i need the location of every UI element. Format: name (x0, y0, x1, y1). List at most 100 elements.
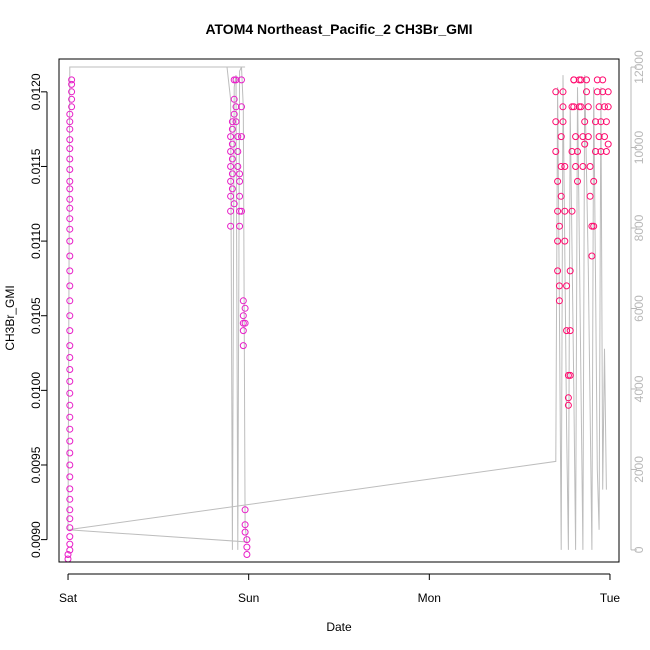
data-point (579, 133, 587, 141)
y-left-tick-label: 0.0105 (29, 297, 43, 334)
data-point (238, 133, 245, 141)
data-point (564, 394, 572, 402)
data-point (66, 204, 74, 212)
data-point (581, 140, 589, 148)
data-point (66, 225, 74, 233)
data-point (234, 148, 242, 155)
data-point (227, 177, 235, 185)
chart-title: ATOM4 Northeast_Pacific_2 CH3Br_GMI (205, 21, 472, 37)
data-point (586, 192, 594, 200)
data-point (588, 252, 596, 260)
data-point (236, 177, 244, 185)
y-left-tick-label: 0.0095 (29, 446, 43, 483)
data-point (568, 207, 576, 215)
y-axis-left: 0.0090 0.0095 0.0100 0.0105 0.0110 0.0115 0.01… (29, 73, 48, 558)
x-axis: Sat Sun Mon Tue (59, 573, 620, 605)
data-point (561, 207, 569, 215)
data-point (566, 327, 574, 335)
data-point (561, 163, 569, 170)
data-point (561, 237, 569, 245)
data-point (66, 485, 74, 493)
data-point (66, 524, 74, 532)
data-point (227, 222, 235, 230)
data-point (66, 125, 74, 133)
data-point (557, 163, 565, 170)
plot-frame (58, 58, 620, 563)
data-point (66, 327, 74, 335)
data-point (66, 237, 74, 245)
data-point (238, 103, 245, 111)
data-point (557, 133, 565, 141)
data-point (241, 506, 249, 514)
y-right-tick-label: 8000 (632, 214, 646, 241)
y-left-tick-label: 0.0100 (29, 372, 43, 409)
data-point (566, 267, 574, 275)
data-point (227, 148, 235, 155)
data-point (604, 103, 612, 111)
data-point (228, 155, 236, 163)
data-point (228, 140, 236, 148)
data-point (66, 495, 74, 503)
x-axis-label: Date (326, 620, 352, 634)
data-point (593, 76, 601, 84)
data-point (68, 88, 76, 96)
data-point (66, 449, 74, 457)
data-point (228, 185, 236, 193)
data-point (552, 118, 560, 126)
data-point (236, 170, 244, 178)
data-point (552, 88, 560, 96)
data-point (604, 140, 612, 148)
data-points (64, 76, 612, 563)
data-point (236, 222, 244, 230)
data-point (555, 222, 563, 230)
data-point (243, 551, 251, 558)
data-point (592, 148, 599, 155)
data-point (554, 177, 562, 185)
data-point (66, 354, 74, 361)
y-left-tick-label: 0.0110 (29, 223, 43, 259)
altitude-line (67, 66, 607, 550)
data-point (230, 110, 238, 118)
data-point (554, 237, 562, 245)
x-tick-label: Sun (238, 591, 259, 605)
y-axis-right: 0 2000 4000 6000 8000 10000 12000 (630, 50, 646, 553)
data-point (241, 528, 249, 536)
data-point (66, 185, 74, 193)
data-point (574, 148, 581, 155)
data-point (577, 103, 585, 111)
data-point (66, 377, 74, 385)
data-point (66, 540, 74, 548)
data-point (236, 207, 244, 215)
data-point (559, 103, 567, 111)
data-point (241, 319, 249, 327)
data-point (599, 76, 607, 84)
data-point (564, 401, 572, 409)
data-point (590, 177, 598, 185)
data-point (230, 95, 238, 103)
x-tick-label: Mon (418, 591, 441, 605)
data-point (66, 282, 74, 290)
data-point (228, 170, 236, 178)
altitude-series-line (67, 66, 607, 550)
data-point (239, 342, 247, 350)
data-point (234, 163, 242, 170)
data-point (66, 136, 74, 144)
data-point (572, 163, 580, 170)
data-point (228, 118, 236, 126)
data-point (602, 118, 610, 126)
data-point (64, 551, 72, 558)
data-point (239, 327, 247, 335)
data-point (590, 222, 598, 230)
y-right-tick-label: 6000 (632, 295, 646, 322)
y-right-tick-label: 12000 (632, 50, 646, 84)
data-point (552, 148, 560, 155)
y-right-tick-label: 10000 (632, 131, 646, 165)
data-point (66, 252, 74, 260)
data-point (66, 366, 74, 373)
data-point (66, 437, 74, 445)
data-point (238, 207, 245, 215)
data-point (66, 145, 74, 153)
data-point (595, 103, 603, 111)
data-point (68, 95, 76, 103)
